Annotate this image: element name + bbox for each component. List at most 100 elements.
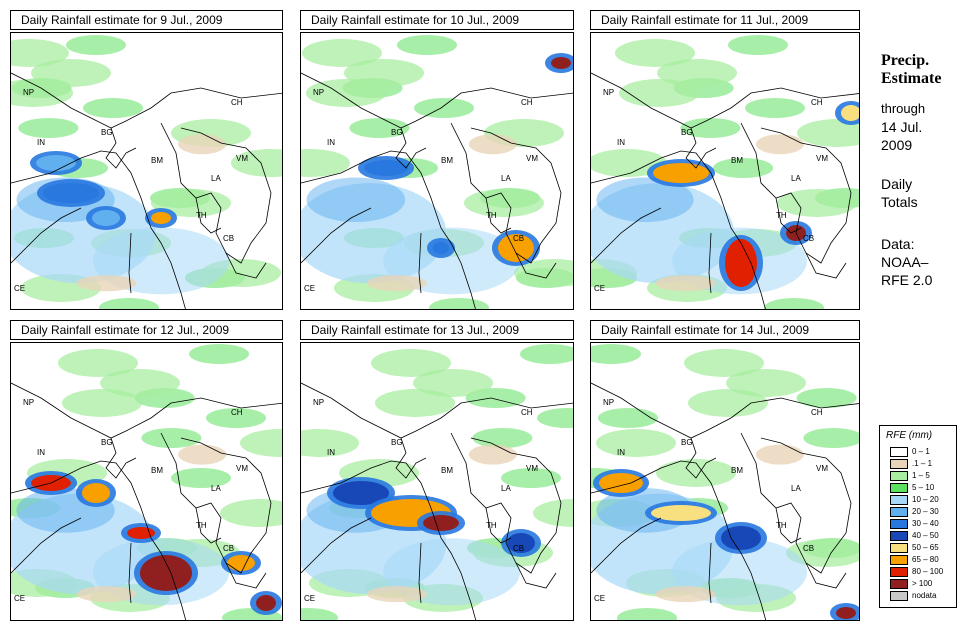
- legend-entry: 5 – 10: [890, 482, 934, 493]
- legend-swatch: [890, 530, 908, 541]
- rain-patch: [796, 388, 857, 408]
- rain-patch: [43, 183, 99, 203]
- country-label-bm: BM: [731, 466, 743, 475]
- rain-patch: [598, 408, 658, 428]
- country-label-cb: CB: [513, 234, 524, 243]
- rain-patch: [464, 189, 544, 217]
- boundary-line: [160, 122, 272, 264]
- legend-entry: 40 – 50: [890, 530, 939, 541]
- rain-patch: [468, 444, 517, 465]
- country-label-la: LA: [211, 174, 221, 183]
- boundary-line: [740, 122, 852, 264]
- rain-patch: [36, 155, 76, 171]
- boundary-line: [160, 432, 272, 574]
- country-label-vm: VM: [816, 154, 828, 163]
- rain-patch: [31, 59, 111, 87]
- country-label-in: IN: [327, 138, 335, 147]
- legend-label: > 100: [912, 579, 933, 588]
- country-label-in: IN: [37, 138, 45, 147]
- country-label-in: IN: [327, 448, 335, 457]
- rain-patch: [520, 344, 573, 364]
- rain-patch: [140, 555, 192, 591]
- country-label-ce: CE: [304, 594, 315, 603]
- legend-entry: 20 – 30: [890, 506, 939, 517]
- legend-entry: > 100: [890, 578, 932, 589]
- rain-patch: [66, 35, 126, 55]
- rain-patch: [619, 79, 699, 107]
- country-borders: [591, 72, 859, 309]
- rain-patch: [62, 389, 142, 417]
- rain-patch: [713, 158, 773, 178]
- rain-patch: [306, 79, 386, 107]
- legend-swatch: [890, 470, 908, 481]
- rain-patch: [397, 35, 457, 55]
- legend-label: 80 – 100: [912, 567, 944, 576]
- boundary-line: [485, 507, 512, 544]
- totals-label: Totals: [881, 194, 918, 210]
- panel-title: Daily Rainfall estimate for 9 Jul., 2009: [10, 10, 283, 30]
- rain-patch: [301, 608, 338, 620]
- country-label-ch: CH: [811, 98, 823, 107]
- boundary-line: [301, 460, 477, 620]
- daily-totals-block: Daily Totals: [881, 175, 918, 211]
- country-label-cb: CB: [803, 234, 814, 243]
- rain-patch: [220, 499, 282, 527]
- rain-patch: [551, 57, 571, 69]
- rain-patch: [333, 481, 389, 505]
- rain-patch: [151, 189, 231, 217]
- boundary-line: [11, 460, 187, 620]
- rain-patch: [841, 105, 859, 121]
- country-label-ch: CH: [521, 408, 533, 417]
- rain-patch: [688, 389, 768, 417]
- boundary-line: [740, 432, 852, 574]
- country-label-ce: CE: [14, 594, 25, 603]
- rainfall-map: NP CH IN BG BM VM LA TH CB CE: [10, 32, 283, 310]
- rain-patch: [414, 98, 474, 118]
- country-label-cb: CB: [223, 234, 234, 243]
- legend-label: 10 – 20: [912, 495, 939, 504]
- rain-patch: [501, 468, 561, 488]
- country-label-np: NP: [603, 88, 614, 97]
- legend-swatch: [890, 542, 908, 553]
- country-label-th: TH: [776, 211, 787, 220]
- country-label-ce: CE: [14, 284, 25, 293]
- product-title: Precip. Estimate: [881, 52, 941, 88]
- legend-label: 30 – 40: [912, 519, 939, 528]
- rainfall-map: NP CH IN BG BM VM LA TH CB CE: [300, 342, 574, 621]
- title-line-1: Precip.: [881, 52, 930, 69]
- rain-patch: [803, 428, 859, 448]
- country-label-vm: VM: [526, 464, 538, 473]
- boundary-line: [805, 562, 847, 589]
- legend-entry: 50 – 65: [890, 542, 939, 553]
- boundary-line: [450, 122, 562, 264]
- legend-entry: 10 – 20: [890, 494, 939, 505]
- legend-entry: 0 – 1: [890, 446, 930, 457]
- boundary-line: [395, 437, 427, 479]
- rain-patch: [725, 239, 757, 287]
- country-label-la: LA: [791, 484, 801, 493]
- boundary-line: [395, 127, 427, 169]
- rain-patch: [100, 369, 180, 397]
- boundary-line: [11, 72, 282, 129]
- map-svg: NP CH IN BG BM VM LA TH CB CE: [591, 33, 859, 309]
- legend-swatch: [890, 458, 908, 469]
- country-label-bm: BM: [441, 466, 453, 475]
- country-label-in: IN: [37, 448, 45, 457]
- country-label-la: LA: [501, 174, 511, 183]
- country-label-ch: CH: [231, 98, 243, 107]
- rain-patch: [726, 369, 806, 397]
- legend-swatch: [890, 566, 908, 577]
- boundary-line: [418, 542, 422, 604]
- country-label-bm: BM: [151, 156, 163, 165]
- rain-patch: [178, 444, 227, 465]
- rain-patch: [615, 39, 695, 67]
- rain-patch: [423, 515, 459, 531]
- title-line-2: Estimate: [881, 70, 942, 87]
- country-label-np: NP: [313, 398, 324, 407]
- rain-patch: [656, 459, 736, 487]
- rain-patch: [11, 79, 73, 107]
- rain-patch: [728, 35, 788, 55]
- rain-patch: [537, 408, 573, 428]
- through-block: through 14 Jul. 2009: [881, 100, 925, 154]
- rain-patch: [498, 234, 534, 262]
